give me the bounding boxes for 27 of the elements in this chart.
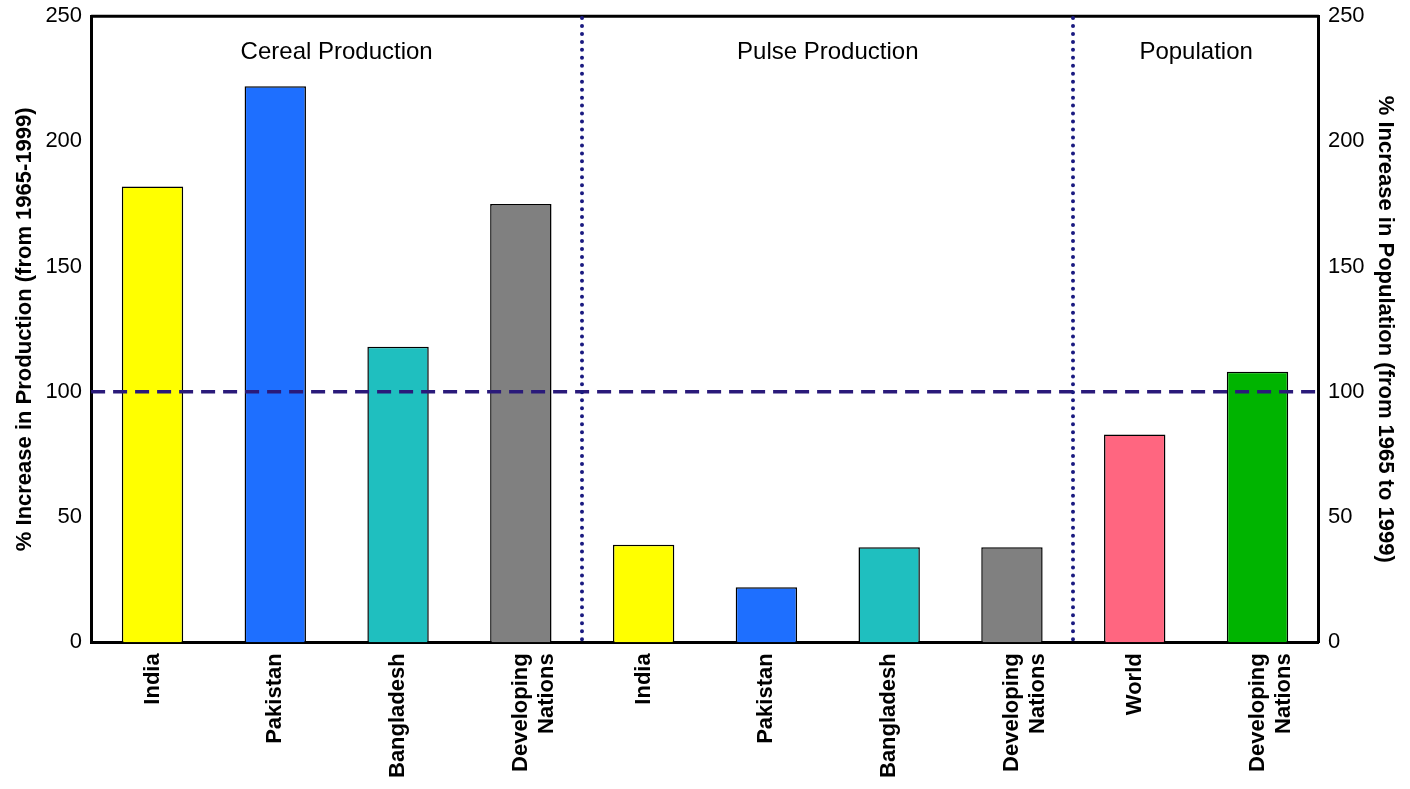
x-tick-label: Developing Nations [998,653,1050,772]
y-tick-label: 250 [45,2,83,28]
annotation: Population [1139,36,1253,64]
annotation: Pulse Production [737,36,919,64]
x-tick-label: Developing Nations [1243,653,1295,772]
annotation: Cereal Production [240,36,433,64]
y2-tick-label: 150 [1327,252,1365,278]
y2-tick-label: 250 [1327,2,1365,28]
x-tick-label: Bangladesh [384,653,410,779]
y-tick-label: 100 [45,377,83,403]
x-tick-label: Pakistan [261,653,287,744]
x-tick-label: India [629,652,655,705]
y2-axis-title: % Increase in Population (from 1965 to 1999) [1373,95,1399,563]
x-tick-label: Bangladesh [875,653,901,779]
x-tick-label: Developing Nations [506,653,559,772]
y-tick-label: 200 [45,127,83,153]
y-tick-label: 150 [45,252,83,278]
y-tick-label: 50 [57,503,83,529]
y2-tick-label: 100 [1327,377,1365,403]
y2-tick-label: 0 [1327,628,1341,654]
x-tick-label: India [138,652,164,705]
y-axis-title: % Increase in Production (from 1965-1999) [11,107,37,552]
y-tick-label: 0 [69,628,83,654]
x-tick-label: Pakistan [752,653,778,744]
y2-tick-label: 50 [1327,503,1353,529]
y2-tick-label: 200 [1327,127,1365,153]
x-tick-label: World [1120,653,1146,716]
